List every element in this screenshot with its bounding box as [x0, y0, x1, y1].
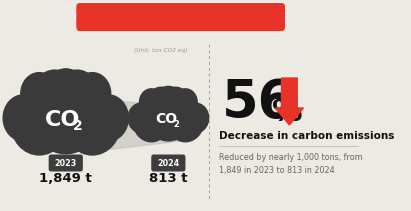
Text: CO: CO — [155, 112, 178, 126]
Circle shape — [46, 69, 85, 112]
Text: 2: 2 — [173, 119, 179, 128]
Circle shape — [3, 95, 44, 141]
Circle shape — [64, 89, 121, 155]
Polygon shape — [275, 78, 303, 125]
Circle shape — [88, 95, 128, 141]
Circle shape — [11, 89, 68, 155]
Text: 1,849 in 2023 to 813 in 2024: 1,849 in 2023 to 813 in 2024 — [219, 165, 335, 174]
Circle shape — [21, 73, 58, 115]
Text: %: % — [272, 97, 302, 127]
Circle shape — [182, 103, 209, 133]
Text: 2024: 2024 — [157, 159, 180, 168]
Polygon shape — [81, 97, 189, 153]
FancyBboxPatch shape — [151, 154, 185, 172]
Circle shape — [74, 73, 111, 115]
Circle shape — [128, 103, 154, 133]
Text: Carbon Emission for CES 2023 & 2024: Carbon Emission for CES 2023 & 2024 — [74, 12, 287, 23]
Text: Reduced by nearly 1,000 tons, from: Reduced by nearly 1,000 tons, from — [219, 153, 363, 162]
Circle shape — [167, 100, 204, 142]
Text: Decrease in carbon emissions: Decrease in carbon emissions — [219, 131, 395, 141]
Circle shape — [29, 70, 103, 154]
Circle shape — [156, 87, 181, 115]
Circle shape — [161, 87, 190, 121]
FancyBboxPatch shape — [76, 3, 285, 31]
Text: 56: 56 — [222, 77, 295, 129]
Text: 2: 2 — [73, 119, 83, 133]
Text: 1,849 t: 1,849 t — [39, 172, 92, 184]
FancyBboxPatch shape — [48, 154, 83, 172]
Circle shape — [147, 87, 176, 121]
Circle shape — [133, 100, 170, 142]
Circle shape — [145, 87, 192, 141]
Text: 813 t: 813 t — [149, 172, 187, 184]
Circle shape — [139, 89, 163, 116]
Text: (Unit: ton CO2 eq): (Unit: ton CO2 eq) — [134, 47, 187, 53]
Text: CO: CO — [44, 110, 80, 130]
Circle shape — [32, 70, 78, 122]
Text: 2023: 2023 — [55, 159, 77, 168]
Circle shape — [54, 70, 99, 122]
Circle shape — [173, 89, 197, 116]
